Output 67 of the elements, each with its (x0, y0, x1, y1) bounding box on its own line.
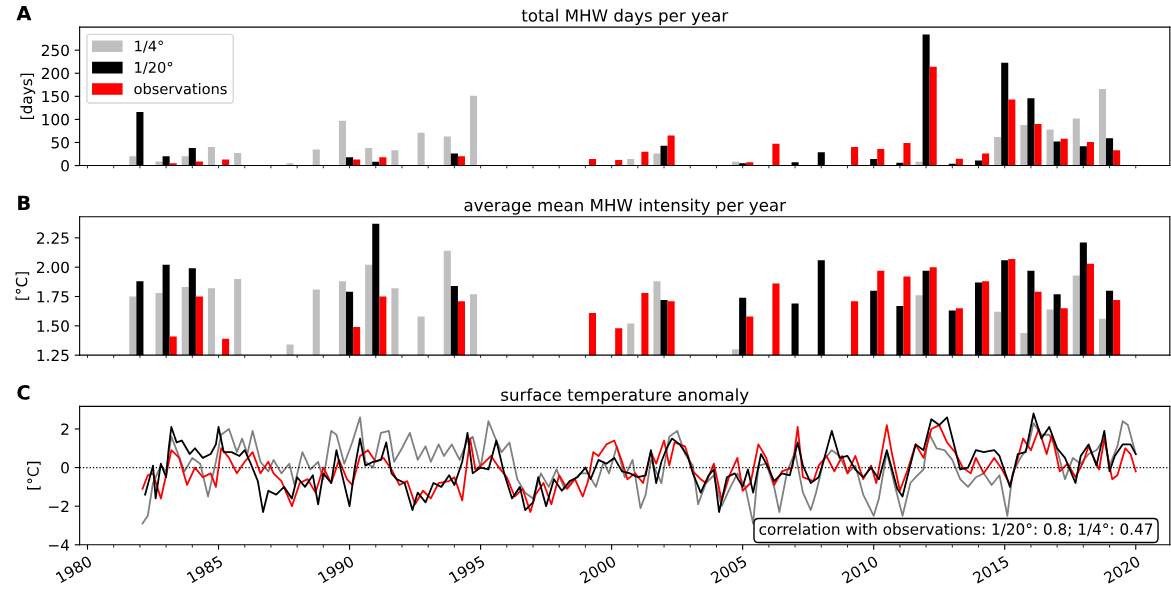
y-tick-label: 150 (42, 90, 69, 103)
bar (746, 162, 754, 166)
bar (1113, 150, 1121, 166)
bar (457, 156, 465, 166)
bar (443, 136, 451, 166)
bar (982, 153, 990, 166)
legend-label: 1/4° (135, 40, 163, 53)
bar (772, 143, 780, 166)
bar (379, 157, 387, 166)
bar (1072, 118, 1080, 166)
bar (391, 150, 399, 166)
y-tick-label: 1.75 (37, 291, 69, 303)
bar (1086, 142, 1094, 166)
bar (653, 153, 661, 166)
bar (1020, 124, 1028, 166)
bar (641, 151, 649, 166)
bar (903, 142, 911, 166)
bar (207, 147, 215, 166)
y-tick-label: 2.00 (37, 261, 69, 274)
annotation: correlation with observations: 1/20°: 0.8; 1/4°: 0.47 (759, 523, 1153, 537)
text: B (18, 195, 30, 210)
chart-title: surface temperature anomaly (501, 388, 749, 405)
bar (615, 160, 623, 166)
y-axis-title: [°C] (15, 272, 30, 300)
bar (195, 161, 203, 166)
bar (994, 136, 1002, 166)
bar (627, 159, 635, 166)
y-tick-label: 200 (41, 67, 69, 80)
bar (1046, 129, 1054, 166)
bar (181, 156, 189, 166)
y-tick-label: 2 (61, 423, 69, 435)
bar (851, 147, 859, 166)
bar (1008, 99, 1016, 166)
bar (417, 132, 425, 166)
legend-label: 1/20° (135, 61, 173, 75)
bar (129, 156, 137, 166)
bar (1034, 124, 1042, 166)
y-tick-label: 0 (61, 160, 69, 172)
bar (1098, 88, 1107, 166)
bar (365, 148, 373, 166)
bar (338, 120, 347, 166)
bar (469, 95, 478, 166)
bar (588, 159, 597, 166)
text: C (17, 385, 30, 400)
bar (877, 148, 885, 166)
y-tick-label: −2 (49, 500, 69, 512)
y-tick-label: 100 (42, 113, 69, 126)
bar (155, 161, 163, 166)
y-tick-label: 1.25 (37, 349, 69, 362)
chart-title: average mean MHW intensity per year (464, 198, 786, 215)
y-tick-label: 50 (51, 136, 69, 149)
bar (312, 149, 320, 166)
bar (234, 153, 242, 166)
y-axis-title: [days] (20, 73, 36, 119)
y-tick-label: 0 (61, 462, 69, 474)
bar (915, 161, 923, 166)
y-tick-label: −4 (49, 539, 70, 551)
chart-title: total MHW days per year (521, 8, 729, 25)
text: A (16, 6, 32, 21)
bar (667, 135, 675, 166)
bar (1060, 138, 1068, 166)
bar (929, 66, 937, 166)
y-tick-label: 250 (41, 44, 69, 57)
y-tick-label: 1.50 (37, 320, 69, 332)
y-axis-title: [°C] (27, 461, 41, 490)
legend-label: observations (134, 83, 227, 95)
y-tick-label: 2.25 (37, 232, 69, 244)
